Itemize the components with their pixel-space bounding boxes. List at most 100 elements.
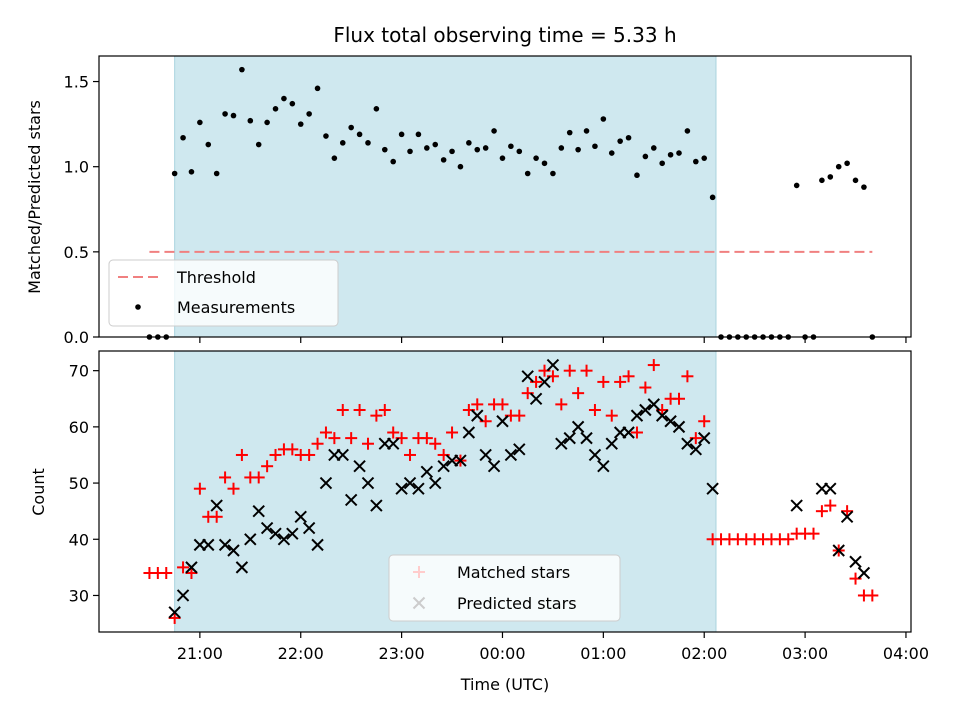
predicted-star-point: [840, 510, 854, 523]
bottom-ytick-label: 40: [69, 530, 89, 549]
matched-star-point: [446, 426, 459, 439]
matched-star-point: [160, 566, 173, 579]
measurement-point: [398, 131, 405, 138]
matched-star-point: [328, 432, 341, 445]
predicted-star-point: [429, 476, 442, 490]
matched-star-point: [605, 409, 618, 422]
measurement-point: [793, 182, 800, 189]
predicted-star-point: [344, 493, 358, 507]
measurement-point: [222, 111, 228, 117]
matched-star-point: [563, 364, 576, 377]
predicted-star-point: [454, 454, 467, 467]
measurement-point: [667, 151, 674, 158]
matched-star-point: [647, 359, 660, 372]
xtick-label: 22:00: [278, 644, 324, 663]
matched-star-point: [378, 404, 391, 417]
measurement-point: [516, 148, 523, 155]
measurement-point: [213, 170, 220, 177]
measurement-point: [281, 95, 287, 102]
measurement-point: [693, 158, 699, 165]
predicted-star-point: [555, 437, 568, 450]
matched-star-point: [429, 437, 442, 450]
predicted-star-point: [286, 527, 299, 540]
measurement-point: [575, 146, 581, 153]
matched-star-point: [639, 381, 652, 394]
measurement-point: [188, 169, 195, 175]
measurement-point: [558, 145, 565, 151]
predicted-star-point: [647, 398, 660, 411]
predicted-star-point: [672, 420, 686, 434]
top-ytick-label: 0.5: [64, 243, 89, 262]
bottom-ytick-label: 60: [69, 418, 89, 437]
predicted-star-point: [185, 561, 198, 574]
predicted-star-point: [412, 482, 425, 495]
predicted-star-point: [462, 426, 476, 439]
measurement-point: [171, 170, 178, 177]
measurement-point: [339, 140, 346, 146]
predicted-star-point: [588, 448, 602, 462]
measurement-point: [709, 194, 716, 201]
predicted-star-point: [277, 533, 291, 546]
legend-predicted-label: Predicted stars: [457, 594, 577, 613]
matched-star-point: [185, 566, 198, 579]
matched-star-point: [622, 370, 635, 383]
predicted-star-point: [361, 476, 375, 490]
matched-star-point: [698, 415, 711, 428]
matched-star-point: [513, 409, 526, 422]
predicted-star-point: [504, 448, 518, 462]
predicted-star-point: [563, 431, 576, 445]
top-y-axis-label: Matched/Predicted stars: [25, 100, 44, 294]
axes-frame-2: [98, 350, 912, 633]
measurement-point: [550, 170, 556, 177]
predicted-star-point: [622, 426, 635, 439]
measurement-point: [323, 133, 329, 139]
measurement-point: [415, 131, 422, 138]
matched-star-point: [286, 443, 299, 456]
matched-star-point: [681, 370, 694, 383]
measurement-point: [566, 129, 573, 136]
measurement-point: [247, 117, 254, 124]
predicted-star-point: [210, 499, 223, 512]
measurement-point: [348, 124, 354, 131]
measurement-point: [432, 141, 439, 148]
matched-star-point: [580, 364, 593, 377]
predicted-star-point: [218, 538, 232, 552]
predicted-star-point: [471, 409, 484, 422]
measurement-point: [424, 145, 430, 151]
predicted-star-point: [395, 482, 408, 495]
measurement-point: [600, 116, 607, 122]
matched-star-point: [177, 561, 190, 574]
predicted-star-point: [252, 504, 265, 518]
x-axis-label: Time (UTC): [460, 675, 549, 694]
predicted-star-point: [479, 448, 492, 462]
predicted-star-point: [571, 420, 585, 434]
predicted-star-point: [260, 521, 274, 535]
measurement-point: [835, 163, 842, 170]
measurement-point: [180, 134, 186, 141]
matched-star-point: [588, 404, 601, 417]
matched-star-point: [807, 527, 820, 540]
bottom-legend: [388, 554, 621, 622]
predicted-star-point: [294, 510, 307, 523]
measurement-point: [650, 145, 657, 151]
bottom-ytick-label: 30: [69, 586, 89, 605]
matched-star-point: [824, 499, 837, 512]
matched-star-point: [866, 589, 879, 602]
predicted-star-point: [353, 460, 366, 473]
measurement-point: [205, 141, 212, 148]
measurement-point: [642, 153, 649, 160]
measurement-point: [373, 105, 380, 112]
matched-star-point: [269, 448, 282, 461]
matched-star-point: [404, 448, 417, 461]
measurement-point: [381, 146, 388, 153]
measurement-point: [701, 155, 708, 161]
predicted-star-point: [832, 544, 845, 557]
top-ytick-label: 0.0: [64, 328, 89, 347]
matched-star-point: [336, 404, 349, 417]
measurement-point: [592, 143, 598, 150]
bottom-ytick-label: 50: [69, 474, 89, 493]
matched-star-point: [841, 505, 854, 518]
measurement-point: [197, 119, 203, 126]
matched-star-point: [311, 437, 324, 450]
matched-star-point: [572, 387, 585, 400]
